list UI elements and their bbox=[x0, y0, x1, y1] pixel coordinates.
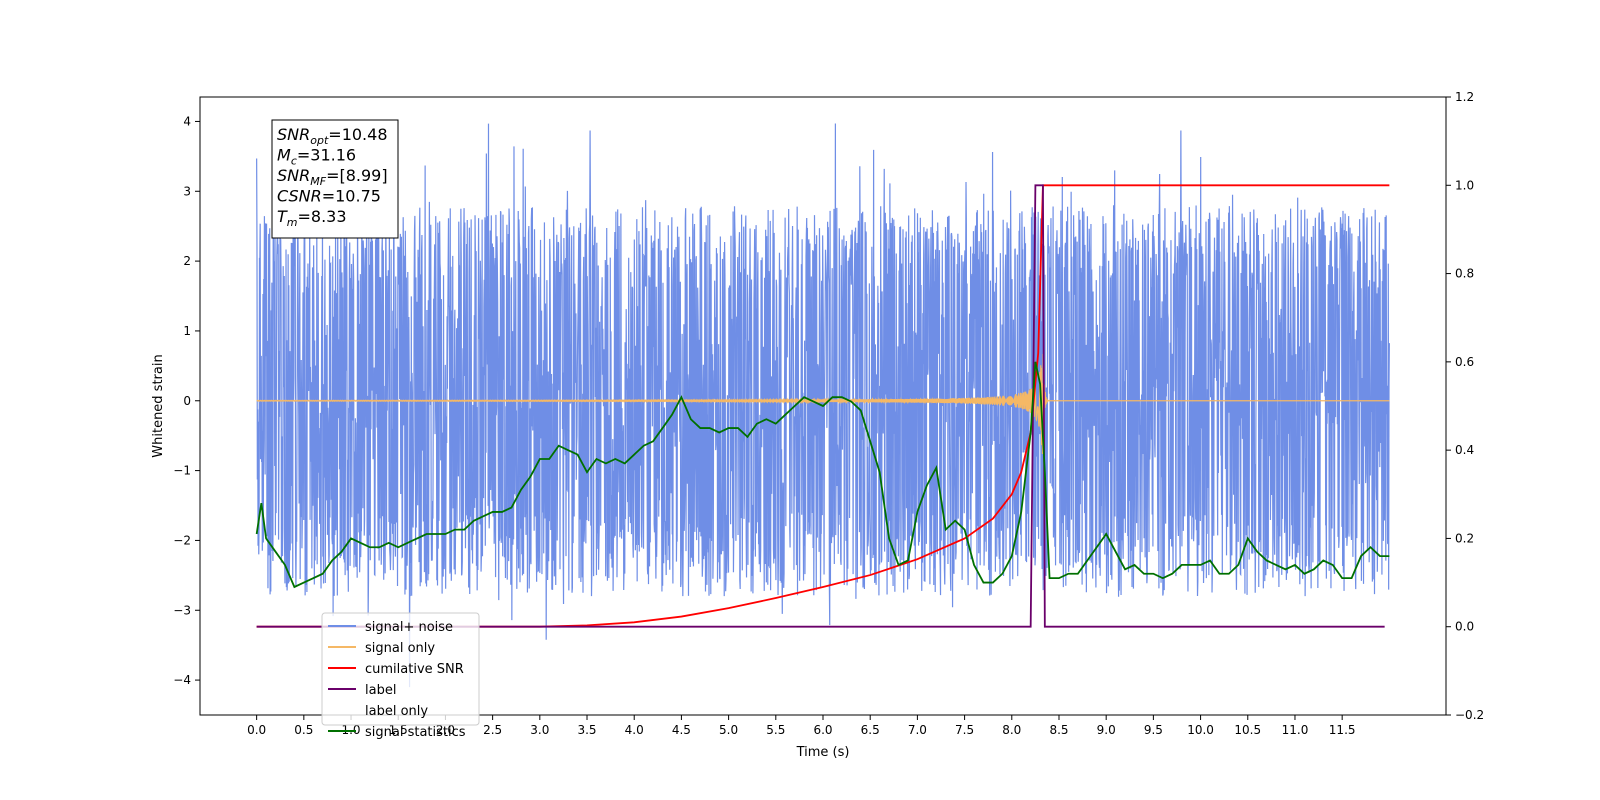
legend-item-label: label bbox=[365, 683, 396, 698]
x-tick-label: 10.0 bbox=[1187, 723, 1214, 737]
info-line: CSNR=10.75 bbox=[277, 187, 381, 206]
x-tick-label: 6.0 bbox=[813, 723, 832, 737]
y-left-tick-label: 2 bbox=[183, 254, 191, 268]
info-line: Mc=31.16 bbox=[277, 146, 356, 168]
legend-item-label: signal only bbox=[365, 641, 435, 656]
legend: signal+ noise signal only cumilative SNR la… bbox=[321, 612, 480, 740]
x-tick-label: 9.5 bbox=[1144, 723, 1163, 737]
x-tick-label: 11.0 bbox=[1282, 723, 1309, 737]
legend-item-label: cumilative SNR bbox=[365, 662, 464, 677]
info-line: Tm=8.33 bbox=[277, 207, 347, 229]
y-left-tick-label: −3 bbox=[173, 603, 191, 617]
x-tick-label: 0.5 bbox=[294, 723, 313, 737]
y-left-tick-label: −4 bbox=[173, 673, 191, 687]
x-tick-label: 3.5 bbox=[577, 723, 596, 737]
x-tick-label: 8.0 bbox=[1002, 723, 1021, 737]
y-left-tick-label: −1 bbox=[173, 464, 191, 478]
series-label bbox=[256, 184, 1385, 628]
y-left-tick-label: 0 bbox=[183, 394, 191, 408]
y-right-tick-label: 1.0 bbox=[1455, 178, 1474, 192]
y-right-tick-label: 0.0 bbox=[1455, 620, 1474, 634]
y-right-tick-label: 0.8 bbox=[1455, 267, 1474, 281]
x-tick-label: 1.5 bbox=[389, 723, 408, 737]
y-right-tick-label: 0.2 bbox=[1455, 531, 1474, 545]
x-tick-label: 2.5 bbox=[483, 723, 502, 737]
series-signal-only bbox=[256, 353, 1390, 455]
x-tick-label: 11.5 bbox=[1329, 723, 1356, 737]
x-tick-label: 5.5 bbox=[766, 723, 785, 737]
y-left-tick-label: 4 bbox=[183, 114, 191, 128]
x-tick-label: 3.0 bbox=[530, 723, 549, 737]
axes: 0.0 0.5 1.0 1.5 2.0 2.5 3.0 3.5 4.0 4.5 5.0 5.5 6.0 6… bbox=[151, 90, 1484, 760]
y-right-tick-label: 0.6 bbox=[1455, 355, 1474, 369]
x-axis-label: Time (s) bbox=[796, 745, 850, 760]
info-line: SNRopt=10.48 bbox=[277, 125, 388, 147]
x-tick-label: 5.0 bbox=[719, 723, 738, 737]
x-tick-label: 2.0 bbox=[436, 723, 455, 737]
y-left-tick-label: 3 bbox=[183, 184, 191, 198]
y-right-tick-label: 0.4 bbox=[1455, 443, 1474, 457]
series-signal-plus-noise bbox=[256, 123, 1390, 688]
x-tick-label: 6.5 bbox=[861, 723, 880, 737]
legend-frame bbox=[321, 612, 480, 726]
x-tick-label: 4.5 bbox=[672, 723, 691, 737]
y-left-tick-label: 1 bbox=[183, 324, 191, 338]
legend-item-label: signal+ noise bbox=[365, 620, 453, 635]
info-box-frame bbox=[271, 119, 399, 239]
x-tick-label: 7.5 bbox=[955, 723, 974, 737]
x-tick-label: 0.0 bbox=[247, 723, 266, 737]
plot-area bbox=[255, 123, 1390, 688]
y-right-tick-label: 1.2 bbox=[1455, 90, 1474, 104]
legend-item-label: signal statistics bbox=[365, 725, 466, 740]
series-signal-statistics bbox=[255, 361, 1390, 589]
x-tick-label: 9.0 bbox=[1097, 723, 1116, 737]
x-tick-label: 7.0 bbox=[908, 723, 927, 737]
y-left-tick-label: −2 bbox=[173, 533, 191, 547]
x-tick-label: 10.5 bbox=[1234, 723, 1261, 737]
y-axis-label: Whitened strain bbox=[151, 354, 166, 457]
info-box: SNRopt=10.48Mc=31.16SNRMF=[8.99]CSNR=10.… bbox=[271, 119, 399, 239]
x-tick-label: 8.5 bbox=[1049, 723, 1068, 737]
x-tick-label: 4.0 bbox=[625, 723, 644, 737]
y-right-tick-label: −0.2 bbox=[1455, 708, 1484, 722]
legend-item-label: label only bbox=[365, 704, 428, 719]
info-line: SNRMF=[8.99] bbox=[277, 166, 388, 188]
